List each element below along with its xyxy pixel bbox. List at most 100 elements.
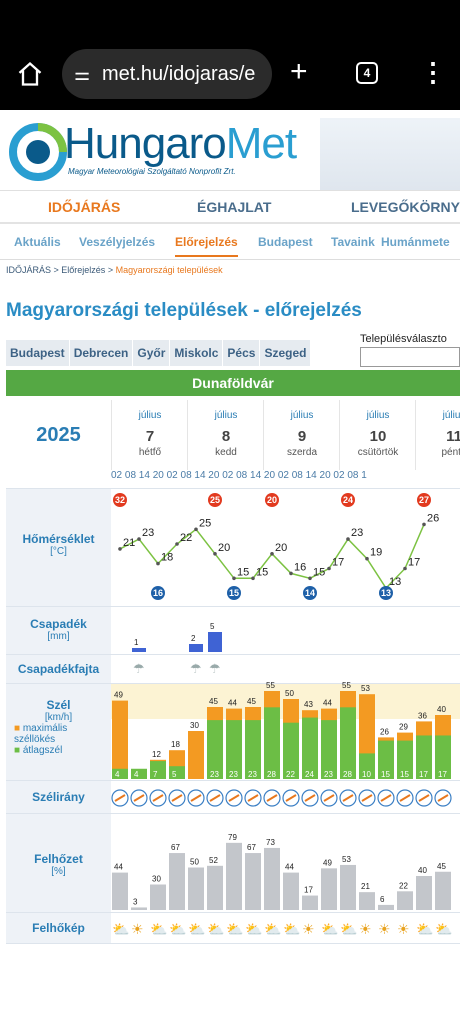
city-buttons: Budapest Debrecen Győr Miskolc Pécs Szeged	[6, 340, 311, 366]
temp-point	[346, 537, 350, 541]
site-settings-icon[interactable]: ⚌	[74, 64, 91, 84]
row-label-precip: Csapadék [mm]	[6, 607, 111, 654]
nav-levegokornyezet[interactable]: LEVEGŐKÖRNY	[351, 199, 460, 215]
temp-value: 13	[389, 576, 401, 588]
sky-icon: ☀	[397, 922, 410, 938]
sky-icon: ⛅	[188, 922, 205, 938]
avg-wind-value: 5	[172, 770, 177, 779]
sky-icon: ☀	[378, 922, 391, 938]
gust-value: 44	[228, 699, 237, 708]
location-title: Dunaföldvár	[6, 370, 460, 396]
max-temp-value: 32	[115, 495, 125, 505]
gust-value: 40	[437, 705, 446, 714]
subnav-elorejelzes[interactable]: Előrejelzés	[175, 235, 238, 257]
day-month: július	[442, 410, 460, 421]
avg-wind-bar	[416, 735, 432, 779]
wind-direction-arrow	[323, 794, 335, 802]
city-szeged[interactable]: Szeged	[260, 340, 311, 366]
cloud-bar	[283, 872, 299, 910]
row-separator	[6, 683, 460, 684]
wind-direction-arrow	[399, 794, 411, 802]
tab-count-button[interactable]: 4	[356, 62, 378, 84]
subnav-humanmeteorologia[interactable]: Humánmete	[381, 235, 450, 249]
cloud-value: 45	[437, 862, 446, 871]
precip-type-icon: ☂	[209, 662, 221, 677]
gust-value: 43	[304, 700, 313, 709]
cloud-value: 17	[304, 886, 313, 895]
row-separator	[6, 488, 460, 489]
avg-wind-value: 7	[153, 770, 158, 779]
temp-point	[308, 576, 312, 581]
address-bar[interactable]: ⚌ met.hu/idojaras/e	[62, 49, 272, 99]
subnav-aktualis[interactable]: Aktuális	[14, 235, 61, 249]
avg-wind-bar	[131, 768, 147, 779]
wind-direction-arrow	[304, 794, 316, 802]
sky-icon: ⛅	[207, 922, 224, 938]
nav-idojaras[interactable]: IDŐJÁRÁS	[48, 199, 121, 215]
temp-point	[137, 537, 141, 541]
nav-eghajlat[interactable]: ÉGHAJLAT	[197, 199, 272, 215]
sky-icon: ☀	[302, 922, 315, 938]
temp-value: 23	[142, 527, 154, 539]
wind-direction-arrow	[152, 794, 164, 802]
city-debrecen[interactable]: Debrecen	[69, 340, 133, 366]
cloud-value: 44	[114, 863, 123, 872]
temp-value: 16	[294, 561, 306, 573]
temp-value: 18	[161, 552, 173, 564]
subnav-veszelyjelzes[interactable]: Veszélyjelzés	[79, 235, 156, 249]
avg-wind-value: 4	[134, 770, 139, 779]
gust-value: 44	[323, 699, 332, 708]
legend-gust-swatch: ■	[14, 723, 21, 734]
sky-icon: ⛅	[226, 922, 243, 938]
menu-icon[interactable]: ⋮	[420, 57, 446, 87]
gust-value: 12	[152, 750, 161, 759]
cloud-bar	[169, 853, 185, 910]
avg-wind-value: 23	[229, 770, 238, 779]
new-tab-icon[interactable]: +	[290, 55, 308, 88]
settlement-selector-input[interactable]	[360, 347, 460, 367]
day-weekday: csütörtök	[357, 447, 399, 458]
day-number: 10	[369, 428, 387, 445]
max-temp-value: 27	[419, 495, 429, 505]
row-label-sky: Felhőkép	[6, 913, 111, 943]
crumb-sep-1: >	[51, 265, 62, 275]
gust-value: 26	[380, 727, 389, 736]
wind-direction-arrow	[133, 794, 145, 802]
min-temp-value: 16	[153, 588, 163, 598]
cloud-bar	[416, 876, 432, 910]
row-separator	[6, 606, 460, 607]
cloud-bar	[150, 884, 166, 910]
home-icon[interactable]	[16, 60, 44, 88]
subnav-budapest[interactable]: Budapest	[258, 235, 313, 249]
cloud-bar	[359, 892, 375, 910]
day-weekday: pénte	[441, 447, 460, 458]
day-month: július	[290, 410, 314, 421]
city-pecs[interactable]: Pécs	[223, 340, 260, 366]
day-month: július	[366, 410, 390, 421]
hungaromet-logo-icon[interactable]	[8, 122, 68, 182]
precip-value: 2	[191, 634, 196, 643]
cloud-bar	[226, 842, 242, 910]
gust-value: 55	[342, 681, 351, 690]
city-budapest[interactable]: Budapest	[6, 340, 69, 366]
city-gyor[interactable]: Győr	[133, 340, 170, 366]
avg-wind-value: 28	[267, 770, 276, 779]
crumb-elorejelzes[interactable]: Előrejelzés	[61, 265, 106, 275]
row-separator	[6, 813, 460, 814]
crumb-idojaras[interactable]: IDŐJÁRÁS	[6, 265, 52, 275]
wind-direction-arrow	[285, 794, 297, 802]
precip-type-icon: ☂	[190, 662, 202, 677]
max-temp-marker	[265, 493, 279, 507]
cloud-value: 67	[247, 843, 256, 852]
avg-wind-value: 28	[343, 770, 352, 779]
cloud-bar	[188, 867, 204, 910]
sky-label: Felhőkép	[32, 921, 85, 935]
cloud-value: 67	[171, 843, 180, 852]
brand-name[interactable]: HungaroMet	[64, 120, 297, 168]
subnav-tavaink[interactable]: Tavaink	[331, 235, 375, 249]
cloud-bar	[131, 907, 147, 910]
cloud-bar	[435, 871, 451, 910]
city-miskolc[interactable]: Miskolc	[170, 340, 223, 366]
cloud-unit: [%]	[51, 866, 66, 877]
wind-direction-arrow	[171, 794, 183, 802]
